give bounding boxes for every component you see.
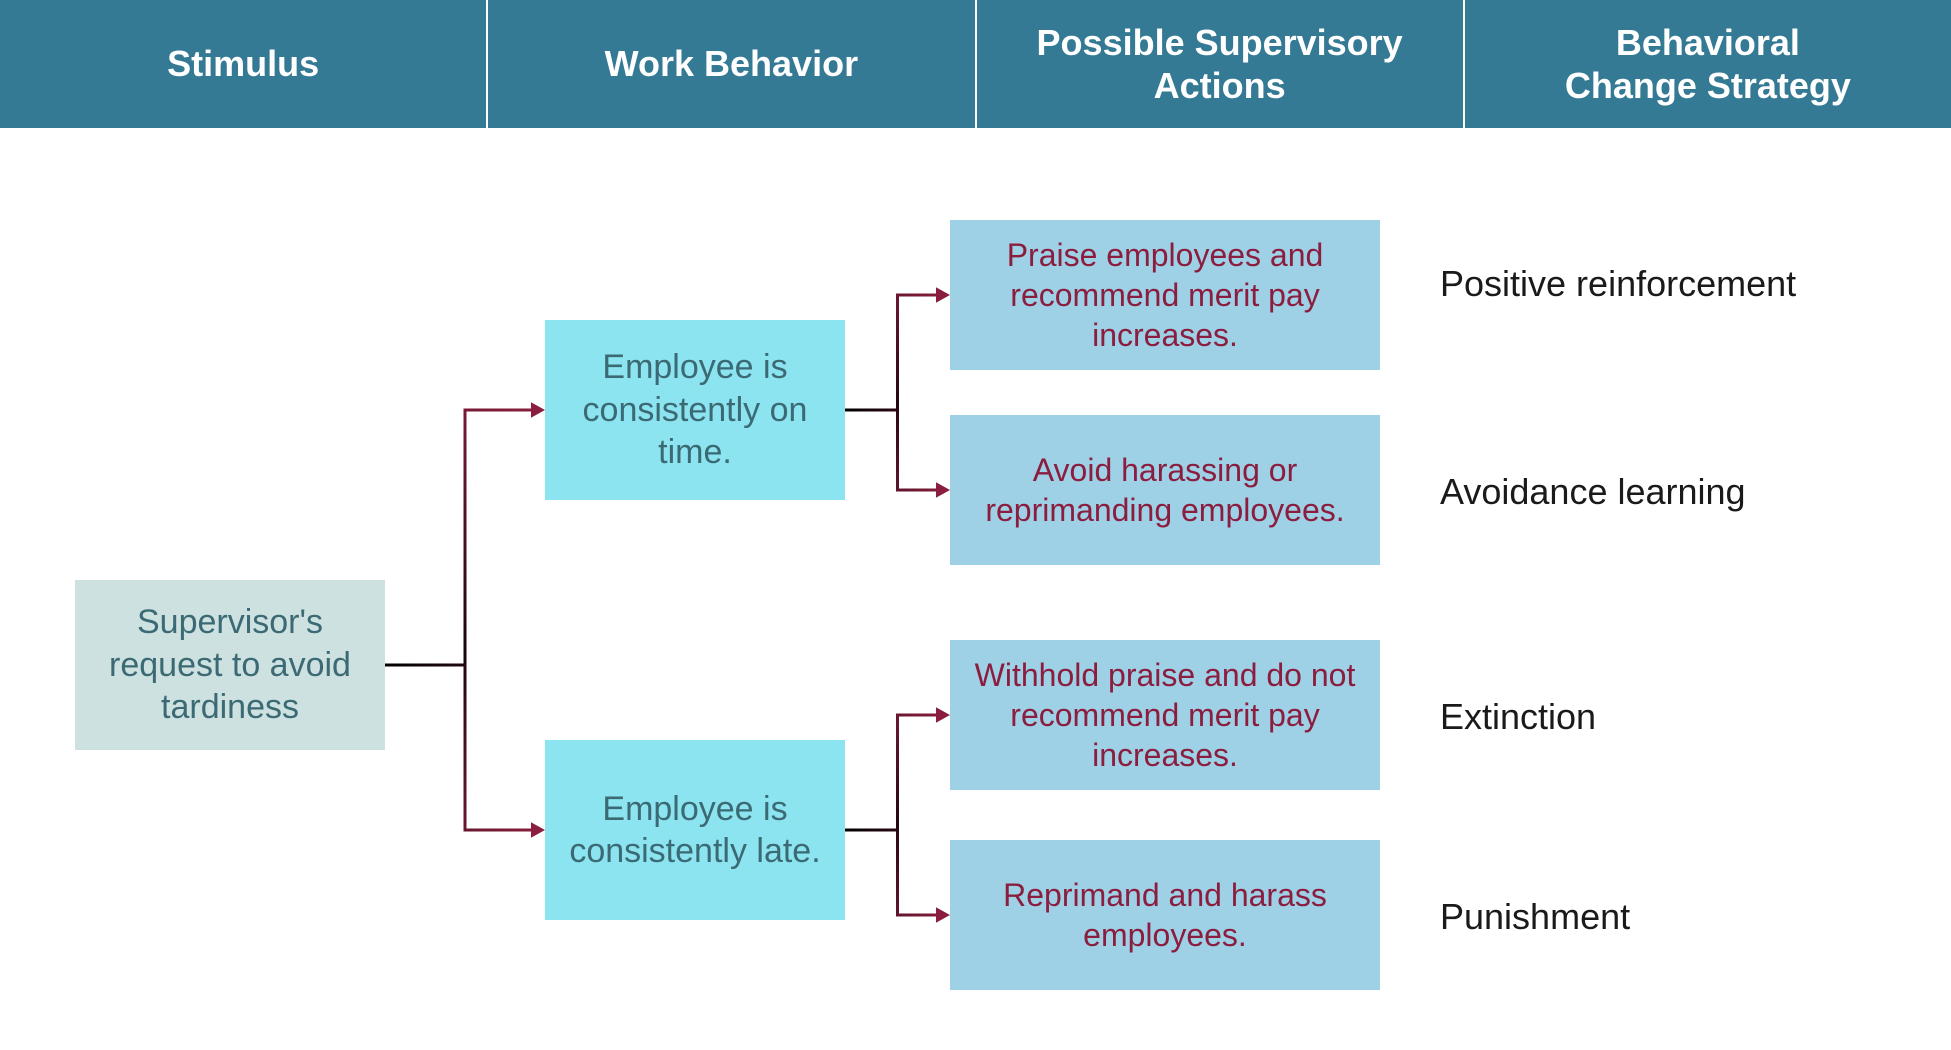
node-behavior-late: Employee is consistently late. [545,740,845,920]
diagram-canvas: Stimulus Work Behavior Possible Supervis… [0,0,1951,1050]
header-actions: Possible Supervisory Actions [977,0,1465,128]
node-action-praise: Praise employees and recommend merit pay… [950,220,1380,370]
strategy-positive-reinforcement: Positive reinforcement [1440,262,1796,305]
header-strategy: Behavioral Change Strategy [1465,0,1951,128]
strategy-punishment: Punishment [1440,895,1630,938]
node-action-withhold: Withhold praise and do not recommend mer… [950,640,1380,790]
node-stimulus: Supervisor's request to avoid tardiness [75,580,385,750]
header-row: Stimulus Work Behavior Possible Supervis… [0,0,1951,128]
node-behavior-ontime: Employee is consistently on time. [545,320,845,500]
strategy-extinction: Extinction [1440,695,1596,738]
header-behavior: Work Behavior [488,0,976,128]
strategy-avoidance-learning: Avoidance learning [1440,470,1746,513]
header-stimulus: Stimulus [0,0,488,128]
node-action-reprimand: Reprimand and harass employees. [950,840,1380,990]
node-action-avoid: Avoid harassing or reprimanding employee… [950,415,1380,565]
